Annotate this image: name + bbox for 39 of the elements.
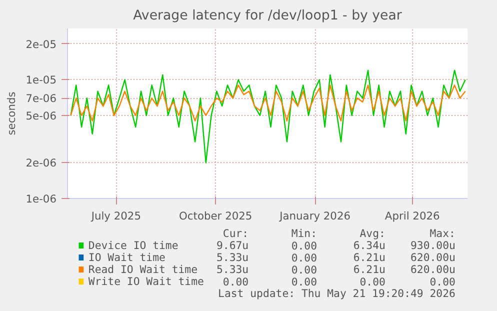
text: Cur: (222, 227, 249, 240)
line-series (70, 84, 466, 122)
y-tick-label: 2e-06 (26, 156, 57, 170)
y-tick-label: 7e-06 (26, 92, 57, 106)
text: 6.21u (353, 263, 386, 276)
legend-label: IO Wait time (88, 251, 166, 264)
text: Min: (291, 227, 318, 240)
text: 9.67u (216, 239, 249, 252)
text: Avg: (360, 227, 386, 240)
y-tick-label: 2e-05 (26, 38, 57, 51)
text: 5.33u (216, 263, 249, 276)
legend-label: Device IO time (88, 239, 178, 252)
text: Last update: Thu May 21 19:20:49 2026 (218, 287, 456, 300)
text: 0.00 (222, 276, 249, 288)
x-tick-label: October 2025 (179, 210, 252, 222)
text: 0.00 (360, 276, 386, 288)
text: 0.00 (291, 276, 318, 288)
y-axis-title: seconds (4, 91, 18, 136)
x-tick-label: July 2025 (90, 210, 141, 222)
x-tick-label: January 2026 (278, 210, 351, 222)
y-tick-label: 1e-05 (26, 74, 57, 87)
legend-label: Write IO Wait time (88, 275, 204, 288)
text: Max: (430, 227, 456, 240)
x-tick-label: April 2026 (384, 210, 440, 222)
text: 620.00u (410, 263, 456, 276)
text: 0.00 (291, 252, 318, 264)
text: 0.00 (291, 264, 318, 276)
text: 5.33u (216, 251, 249, 264)
text: 620.00u (410, 251, 456, 264)
y-tick-label: 5e-06 (26, 109, 57, 122)
text: 0.00 (430, 276, 456, 288)
chart-title: Average latency for /dev/loop1 - by year (133, 8, 402, 24)
legend-label: Read IO Wait time (88, 263, 198, 276)
y-tick-label: 1e-06 (26, 192, 57, 206)
text: 6.34u (353, 239, 386, 252)
text: 0.00 (291, 240, 318, 252)
text: 930.00u (410, 239, 456, 252)
text: 6.21u (353, 251, 386, 264)
line-series (70, 70, 466, 164)
